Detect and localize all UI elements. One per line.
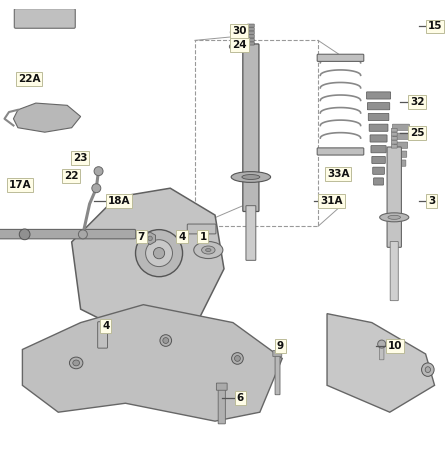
Text: 3: 3 <box>428 196 435 206</box>
Ellipse shape <box>229 43 241 50</box>
Polygon shape <box>22 305 282 421</box>
Text: 1: 1 <box>199 232 207 241</box>
FancyBboxPatch shape <box>392 137 397 140</box>
FancyBboxPatch shape <box>216 383 227 390</box>
Text: 30: 30 <box>232 26 246 36</box>
FancyBboxPatch shape <box>379 343 384 360</box>
FancyBboxPatch shape <box>372 157 385 164</box>
Text: 22A: 22A <box>18 74 40 84</box>
Ellipse shape <box>202 246 215 254</box>
Polygon shape <box>13 103 81 132</box>
FancyBboxPatch shape <box>246 206 256 260</box>
Text: 32: 32 <box>410 97 424 107</box>
FancyBboxPatch shape <box>367 103 390 110</box>
FancyBboxPatch shape <box>248 24 254 27</box>
FancyBboxPatch shape <box>248 38 254 41</box>
FancyBboxPatch shape <box>218 387 225 424</box>
Ellipse shape <box>92 184 101 192</box>
FancyBboxPatch shape <box>14 8 75 28</box>
Ellipse shape <box>94 167 103 176</box>
Text: 24: 24 <box>232 40 247 50</box>
Ellipse shape <box>206 248 211 252</box>
Polygon shape <box>72 188 224 336</box>
Ellipse shape <box>146 240 172 267</box>
Text: 15: 15 <box>428 21 442 32</box>
FancyBboxPatch shape <box>371 146 386 153</box>
Text: 7: 7 <box>138 232 145 241</box>
Ellipse shape <box>194 241 223 259</box>
FancyBboxPatch shape <box>395 151 407 158</box>
FancyBboxPatch shape <box>248 35 254 38</box>
Text: 22: 22 <box>64 171 78 181</box>
Ellipse shape <box>242 175 260 179</box>
FancyBboxPatch shape <box>392 129 397 132</box>
Text: 23: 23 <box>73 153 87 163</box>
FancyBboxPatch shape <box>0 229 136 239</box>
Ellipse shape <box>425 367 431 372</box>
Text: 31A: 31A <box>320 196 343 206</box>
Ellipse shape <box>19 229 30 240</box>
Ellipse shape <box>153 247 165 259</box>
Polygon shape <box>145 232 155 245</box>
Text: 4: 4 <box>102 321 109 331</box>
Text: 25: 25 <box>410 128 424 138</box>
FancyBboxPatch shape <box>273 350 282 356</box>
FancyBboxPatch shape <box>387 147 401 247</box>
FancyBboxPatch shape <box>373 167 384 174</box>
Polygon shape <box>327 314 435 412</box>
FancyBboxPatch shape <box>374 178 383 185</box>
FancyBboxPatch shape <box>275 354 280 395</box>
Text: 9: 9 <box>277 341 284 351</box>
FancyBboxPatch shape <box>317 148 364 155</box>
Ellipse shape <box>233 31 237 34</box>
Text: 4: 4 <box>178 232 185 241</box>
FancyBboxPatch shape <box>392 144 397 148</box>
FancyBboxPatch shape <box>392 140 397 144</box>
FancyBboxPatch shape <box>393 133 409 139</box>
Ellipse shape <box>230 29 240 36</box>
Ellipse shape <box>380 213 409 222</box>
FancyBboxPatch shape <box>98 322 108 348</box>
FancyBboxPatch shape <box>394 142 408 148</box>
Text: 18A: 18A <box>108 196 130 206</box>
FancyBboxPatch shape <box>370 135 387 142</box>
FancyBboxPatch shape <box>187 224 216 234</box>
FancyBboxPatch shape <box>392 132 397 136</box>
Ellipse shape <box>233 45 238 48</box>
Ellipse shape <box>235 356 241 361</box>
Text: 6: 6 <box>237 393 244 403</box>
Ellipse shape <box>160 335 172 346</box>
FancyBboxPatch shape <box>248 27 254 31</box>
FancyBboxPatch shape <box>248 31 254 34</box>
FancyBboxPatch shape <box>368 113 389 121</box>
Ellipse shape <box>231 171 271 182</box>
FancyBboxPatch shape <box>317 54 364 62</box>
Ellipse shape <box>388 215 401 219</box>
Ellipse shape <box>73 360 80 366</box>
Ellipse shape <box>422 363 434 377</box>
Ellipse shape <box>232 353 243 364</box>
FancyBboxPatch shape <box>390 241 398 301</box>
Text: 33A: 33A <box>327 169 349 179</box>
FancyBboxPatch shape <box>366 92 391 99</box>
FancyBboxPatch shape <box>248 42 254 45</box>
Ellipse shape <box>69 357 83 369</box>
Ellipse shape <box>378 340 386 348</box>
FancyBboxPatch shape <box>369 124 388 131</box>
Ellipse shape <box>163 337 169 343</box>
Text: 10: 10 <box>388 341 402 351</box>
FancyBboxPatch shape <box>392 124 409 130</box>
FancyBboxPatch shape <box>243 44 259 212</box>
Text: 17A: 17A <box>9 180 32 190</box>
FancyBboxPatch shape <box>396 160 406 166</box>
Ellipse shape <box>78 230 87 239</box>
Ellipse shape <box>135 230 183 277</box>
Ellipse shape <box>148 236 152 240</box>
